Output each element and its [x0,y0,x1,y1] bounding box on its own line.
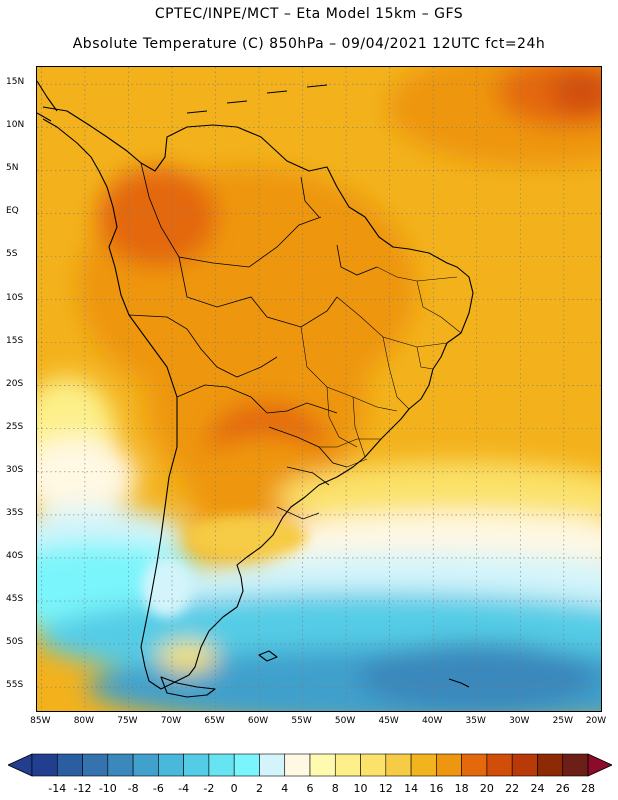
tierra-del-fuego [160,676,216,698]
colorbar-tick-label: 28 [581,782,595,795]
colorbar-tick-label: 4 [281,782,289,795]
colorbar-min-arrow [8,753,33,777]
lat-label: 55S [6,680,24,691]
colorbar-tick-label: 14 [404,782,419,795]
colorbar-tick-label: -12 [73,782,92,795]
colorbar-swatch [385,753,412,777]
lon-label: 65W [204,716,225,726]
state-borders [300,266,462,468]
lat-label: 45S [6,594,24,605]
colorbar-tick-label: 10 [353,782,368,795]
lon-label: 45W [378,716,399,726]
colorbar-swatch [486,753,513,777]
lat-label: 15N [6,77,25,88]
colorbar-swatch [132,753,159,777]
colorbar-tick-label: -8 [127,782,139,795]
colorbar-swatch [158,753,184,777]
colorbar-tick-label: 6 [306,782,314,795]
colorbar-tick-label: -14 [48,782,67,795]
lon-label: 70W [160,716,182,726]
colorbar-tick-label: -2 [203,782,215,795]
colorbar-swatch [461,753,488,777]
central-america-coast [37,80,58,122]
lon-label: 85W [30,716,51,726]
colorbar-swatch [436,753,462,777]
colorbar-swatch [82,753,109,777]
colorbar-tick-label: 26 [555,782,570,795]
colorbar-swatch [410,753,437,777]
lon-label: 35W [465,716,486,726]
lat-label: 20S [6,378,24,389]
lon-label: 30W [509,716,530,726]
title-line-1: CPTEC/INPE/MCT – Eta Model 15km – GFS [154,6,464,22]
colorbar-tick-label: 20 [479,782,494,795]
colorbar-tick-label: 8 [331,782,339,795]
colorbar [8,753,612,777]
colorbar-tick-label: -6 [152,782,164,795]
lon-label: 40W [422,716,443,726]
colorbar-swatch [107,753,134,777]
lon-label: 55W [291,716,312,726]
lon-label: 20W [585,716,607,726]
lat-label: 30S [6,464,24,475]
colorbar-swatch [284,753,311,777]
lon-label: 80W [73,716,95,726]
south-america-coast [42,106,474,690]
lat-label: 15S [6,335,24,346]
colorbar-tick-label: 12 [378,782,393,795]
lon-label: 75W [117,716,138,726]
lon-label: 25W [552,716,573,726]
colorbar-tick-label: 16 [429,782,444,795]
lon-label: 50W [334,716,356,726]
colorbar-swatch [309,753,336,777]
lat-label: 25S [6,421,24,432]
colorbar-tick-label: 24 [530,782,545,795]
colorbar-swatch [259,753,286,777]
colorbar-tick-label: -4 [178,782,190,795]
lon-label: 60W [247,716,269,726]
title-line-2: Absolute Temperature (C) 850hPa – 09/04/… [72,36,546,52]
colorbar-tick-label: 2 [255,782,263,795]
lat-label: 10N [6,120,25,131]
colorbar-tick-label: 0 [230,782,238,795]
colorbar-swatch [233,753,260,777]
lat-label: 10S [6,292,24,303]
colorbar-swatch [334,753,361,777]
temperature-map [36,66,602,712]
colorbar-swatch [562,753,589,777]
colorbar-swatch [511,753,538,777]
lat-label: 5N [6,163,19,174]
south-georgia [448,678,470,688]
lat-label: 50S [6,637,24,648]
lat-label: 35S [6,507,24,518]
colorbar-max-arrow [587,753,612,777]
colorbar-swatch [537,753,564,777]
caribbean-islands [186,84,328,114]
colorbar-tick-label: -10 [98,782,117,795]
falklands [258,650,278,662]
colorbar-swatch [360,753,387,777]
colorbar-swatch [56,753,83,777]
colorbar-swatch [208,753,235,777]
lat-label: 40S [6,550,24,561]
lat-label: 5S [6,249,18,260]
coastline [37,80,474,698]
colorbar-swatch [183,753,210,777]
country-borders [128,162,378,520]
colorbar-swatch [31,753,58,777]
colorbar-tick-label: 18 [454,782,469,795]
lat-label: EQ [6,206,19,217]
colorbar-tick-label: 22 [505,782,520,795]
